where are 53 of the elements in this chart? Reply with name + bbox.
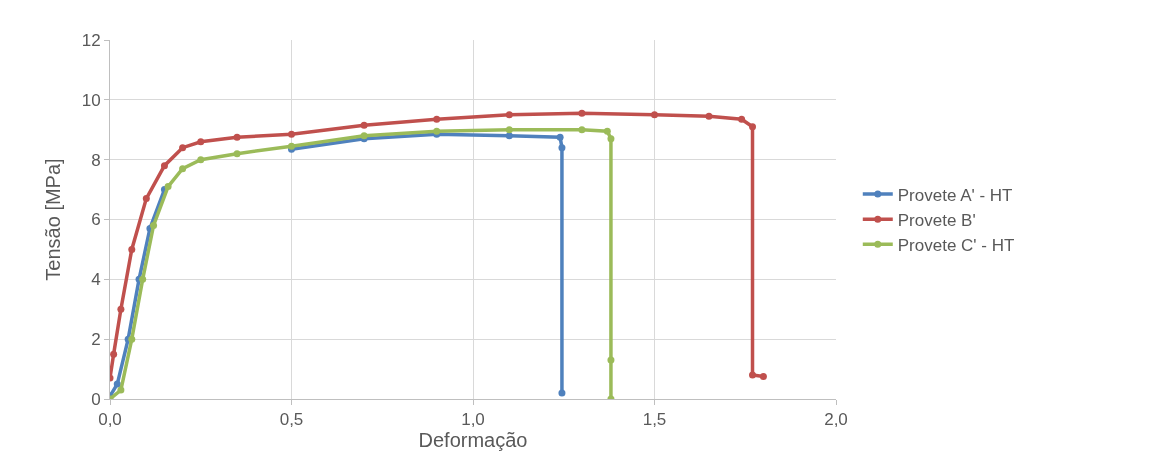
point [128,335,136,343]
x-axis-title: Deformação [418,429,528,452]
point [117,386,125,394]
point [505,126,513,134]
y-tick-label: 10 [81,90,101,110]
point [759,373,767,381]
point [128,245,136,253]
point [578,126,586,134]
point [556,133,564,141]
point [607,135,615,143]
point [233,133,241,141]
point [150,221,158,229]
point [705,112,713,120]
point [603,127,611,135]
point [197,156,205,164]
point [117,305,125,313]
point [738,115,746,123]
point [505,111,513,119]
point [607,356,615,364]
y-tick-label: 12 [81,30,101,50]
y-tick-label: 6 [91,210,101,230]
point [197,138,205,146]
point [139,275,147,283]
x-tick-label: 1,0 [461,410,485,430]
point [164,183,172,191]
point [288,130,295,138]
point [179,144,187,152]
legend-label: Provete A' - HT [897,185,1013,205]
x-tick-label: 1,5 [642,410,667,430]
point [233,150,241,158]
point [142,195,150,203]
y-tick-label: 8 [91,150,101,170]
point [505,132,513,140]
point [179,165,187,173]
point [110,350,118,358]
point [558,144,566,152]
y-tick-label: 2 [91,330,101,350]
point [578,109,586,117]
x-tick-label: 2,0 [824,410,848,430]
point [360,121,368,129]
y-tick-label: 4 [91,270,101,290]
point [160,162,168,170]
x-tick-label: 0,0 [98,410,122,430]
legend-label: Provete B' [897,210,976,230]
x-tick-label: 0,5 [279,410,304,430]
point [749,371,757,379]
y-axis-title: Tensão [MPa] [42,158,65,281]
point [749,123,757,131]
y-tick-label: 0 [91,389,101,409]
point [433,115,441,123]
point [651,111,658,119]
point [558,389,566,397]
legend-label: Provete C' - HT [897,235,1015,255]
